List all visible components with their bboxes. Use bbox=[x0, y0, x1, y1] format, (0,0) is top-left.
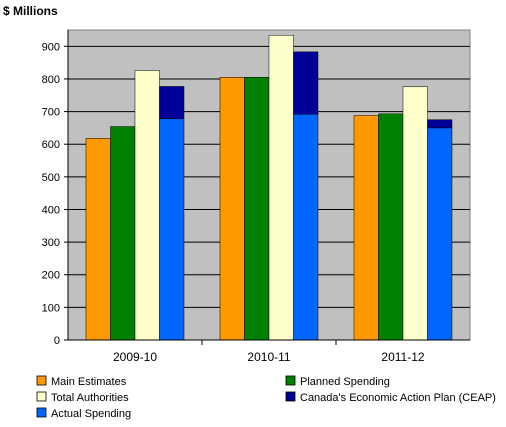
y-tick-label: 600 bbox=[42, 139, 60, 151]
legend-label: Canada's Economic Action Plan (CEAP) bbox=[300, 392, 496, 404]
bars bbox=[85, 34, 453, 341]
legend-swatch bbox=[36, 391, 47, 402]
y-tick-label: 900 bbox=[42, 41, 60, 53]
legend-label: Actual Spending bbox=[51, 408, 131, 420]
bar-main-estimates bbox=[219, 77, 245, 341]
y-tick-label: 200 bbox=[42, 270, 60, 282]
legend: Main Estimates Planned Spending Total Auth… bbox=[36, 375, 496, 420]
legend-swatch bbox=[36, 407, 47, 418]
y-tick-label: 300 bbox=[42, 237, 60, 249]
x-tick-label: 2010-11 bbox=[247, 350, 290, 364]
y-tick-label: 100 bbox=[42, 302, 60, 314]
bar-total-authorities bbox=[268, 34, 294, 341]
legend-swatch bbox=[285, 391, 296, 402]
bar-actual-spending bbox=[293, 113, 319, 341]
bar-planned-spending bbox=[110, 126, 136, 341]
y-axis-label: $ Millions bbox=[3, 4, 58, 18]
y-tick-label: 800 bbox=[42, 74, 60, 86]
bar-total-authorities bbox=[402, 86, 428, 341]
bar-main-estimates bbox=[85, 138, 111, 341]
legend-swatch bbox=[36, 375, 47, 386]
legend-label: Total Authorities bbox=[51, 392, 129, 404]
bar-actual-spending bbox=[159, 118, 185, 341]
y-tick-label: 400 bbox=[42, 204, 60, 216]
bar-planned-spending bbox=[244, 77, 270, 341]
bar-ceap bbox=[427, 119, 453, 129]
legend-swatch bbox=[285, 375, 296, 386]
legend-label: Main Estimates bbox=[51, 376, 127, 388]
legend-label: Planned Spending bbox=[300, 376, 390, 388]
bar-ceap bbox=[293, 51, 319, 115]
y-tick-label: 500 bbox=[42, 172, 60, 184]
bar-planned-spending bbox=[378, 113, 404, 341]
axes: 0 100 200 300 400 500 600 700 800 900 2009-10 2010-… bbox=[42, 30, 470, 364]
bar-total-authorities bbox=[134, 70, 160, 341]
bar-ceap bbox=[159, 86, 185, 120]
x-tick-label: 2009-10 bbox=[113, 350, 157, 364]
y-tick-label: 0 bbox=[54, 335, 60, 347]
x-tick-label: 2011-12 bbox=[381, 350, 424, 364]
y-tick-label: 700 bbox=[42, 107, 60, 119]
bar-main-estimates bbox=[353, 115, 379, 341]
bar-actual-spending bbox=[427, 127, 453, 341]
